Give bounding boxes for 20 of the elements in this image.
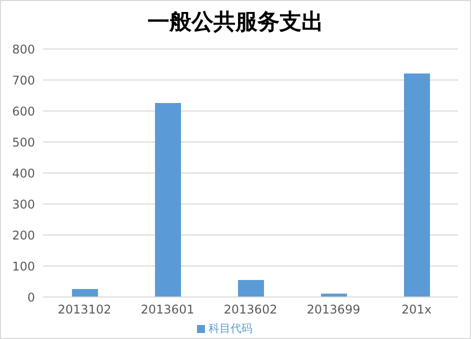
x-tick-label: 2013602 (224, 302, 278, 317)
x-tick-label: 2013601 (140, 302, 194, 317)
x-tick-label: 201x (401, 302, 432, 317)
legend-label: 科目代码 (208, 322, 252, 335)
bar (155, 102, 181, 297)
y-tick-label: 0 (27, 290, 35, 304)
chart-title: 一般公共服务支出 (146, 9, 324, 37)
bar (72, 288, 98, 297)
y-tick-label: 200 (12, 228, 35, 242)
y-tick-label: 100 (12, 259, 35, 274)
bar (404, 73, 430, 297)
y-tick-label: 300 (12, 197, 35, 212)
y-tick-label: 700 (12, 73, 35, 88)
y-tick-label: 600 (12, 104, 35, 118)
y-tick-label: 800 (12, 42, 35, 56)
y-tick-label: 500 (12, 135, 35, 150)
y-tick-label: 400 (12, 166, 35, 180)
x-tick-label: 2013102 (58, 302, 112, 317)
bar (238, 280, 264, 297)
x-tick-label: 2013699 (306, 302, 360, 317)
